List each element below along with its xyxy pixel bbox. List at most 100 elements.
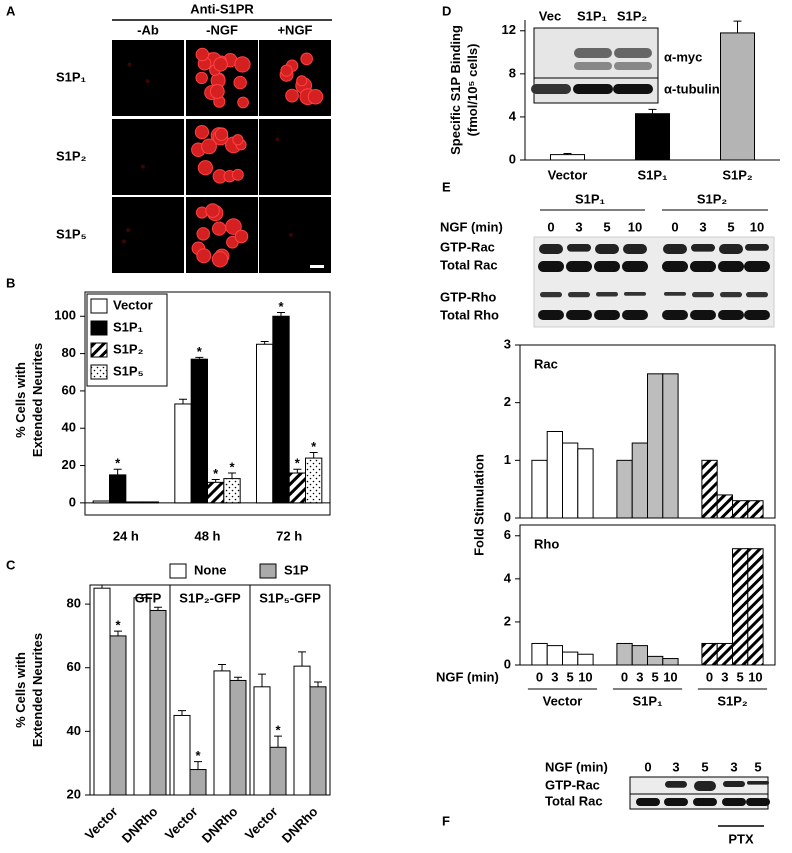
blot-band (623, 244, 647, 254)
cell (197, 160, 214, 176)
x-tick-label: DNRho (279, 804, 321, 846)
band-label: Total Rac (545, 793, 603, 808)
bar (616, 459, 633, 519)
y-tick-label: 0 (509, 151, 516, 166)
cell (122, 239, 127, 244)
band-label: α-myc (664, 49, 702, 64)
row-label: S1P₁ (56, 69, 86, 84)
error-bar (114, 630, 122, 636)
lane-label: 5 (603, 219, 610, 234)
significance: * (278, 299, 284, 314)
error-bar (648, 108, 657, 114)
significance: * (115, 618, 121, 633)
plot-frame (89, 584, 331, 796)
column-header: +NGF (277, 22, 312, 37)
blot-band (539, 244, 563, 254)
bar (213, 670, 231, 796)
x-tick-label: 0 (536, 669, 543, 684)
y-tick-label: 6 (504, 527, 511, 542)
blot-band (662, 310, 688, 320)
cell (234, 56, 251, 73)
blot-band (720, 292, 742, 298)
legend-swatch (169, 563, 187, 579)
significance: * (229, 459, 235, 474)
lane-label: S1P₁ (577, 8, 607, 23)
blot-band (694, 781, 716, 791)
blot-band (538, 310, 564, 320)
bar (109, 635, 127, 796)
group-label: S1P₂ (697, 191, 728, 206)
y-tick-label: 100 (54, 308, 76, 323)
band-label: GTP-Rho (440, 289, 496, 304)
blot-band (746, 798, 770, 806)
cell (127, 62, 132, 67)
group-title: GFP (135, 590, 162, 605)
bar (732, 500, 749, 519)
cell (288, 232, 293, 237)
lane-label: 0 (644, 759, 651, 774)
y-tick-label: 0 (504, 656, 511, 671)
bar (647, 655, 664, 666)
x-tick-label: 0 (706, 669, 713, 684)
y-tick-label: 20 (62, 457, 76, 472)
panel-label: D (442, 3, 451, 18)
error-bar (138, 594, 146, 598)
panel-label: F (442, 813, 450, 828)
blot-band (594, 261, 620, 272)
cell (213, 56, 228, 72)
blot-band (690, 261, 716, 272)
cell (205, 203, 220, 218)
cell (145, 79, 150, 84)
plot-title: Rho (534, 536, 559, 551)
group-label: S1P₁ (575, 191, 605, 206)
cell (211, 221, 227, 236)
cell (195, 47, 210, 62)
bar (562, 651, 579, 666)
bar (223, 478, 241, 504)
error-bar (194, 761, 202, 770)
panel-label: A (6, 3, 16, 18)
x-tick-label: DNRho (119, 804, 161, 846)
cell (231, 168, 244, 181)
x-tick-label: 3 (721, 669, 728, 684)
bar (531, 459, 548, 519)
y-axis-label: Fold Stimulation (471, 454, 486, 556)
bar (207, 481, 225, 504)
bar (747, 548, 764, 666)
column-header: -NGF (206, 22, 238, 37)
y-axis-label: Extended Neurites (30, 633, 45, 747)
significance: * (197, 344, 203, 359)
lane-label: 3 (672, 759, 679, 774)
error-bar (178, 710, 186, 716)
cell (232, 134, 244, 146)
cell (280, 64, 293, 77)
lane-label: 5 (727, 219, 734, 234)
bar (720, 32, 755, 161)
blot-band (663, 244, 687, 254)
y-tick-label: 4 (509, 108, 517, 123)
panel-a-title: Anti-S1PR (190, 1, 254, 16)
blot-band (614, 48, 652, 58)
error-bar (309, 451, 318, 459)
bar (732, 548, 749, 666)
blot-band (719, 244, 743, 254)
error-bar (563, 153, 572, 155)
cell (307, 88, 324, 105)
cell (194, 124, 210, 140)
blot-band (574, 62, 612, 70)
x-tick-label: 72 h (276, 528, 302, 543)
lane-label: Vec (539, 8, 561, 23)
blot-band (723, 781, 745, 787)
lane-label: 3 (730, 759, 737, 774)
y-tick-label: 40 (62, 420, 76, 435)
micrograph (112, 119, 184, 195)
blot-band (568, 292, 590, 298)
bar (174, 403, 192, 504)
cell (300, 52, 313, 66)
blot-band (573, 84, 613, 94)
bar (631, 645, 649, 666)
scale-bar (310, 265, 324, 268)
cell (234, 229, 249, 244)
micrograph (112, 40, 184, 116)
plot-title: Rac (534, 356, 558, 371)
